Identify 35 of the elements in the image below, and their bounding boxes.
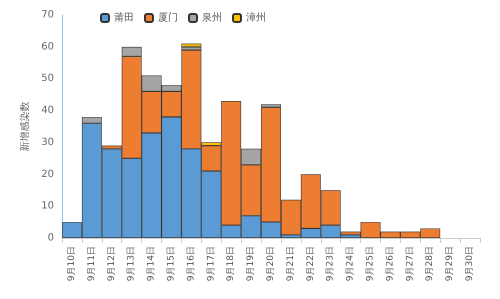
x-tick-label: 9月15日 (166, 246, 176, 282)
legend-label: 莆田 (114, 12, 134, 24)
y-tick-label: 10 (41, 200, 54, 212)
y-tick-label: 60 (41, 41, 54, 52)
x-tick-label: 9月29日 (445, 246, 456, 282)
y-axis-title: 新增感染数 (18, 102, 31, 152)
y-tick-label: 20 (41, 168, 54, 180)
x-tick-label: 9月23日 (326, 246, 336, 282)
x-tick-label: 9月18日 (226, 246, 236, 282)
x-tick-label: 9月19日 (246, 246, 256, 282)
legend-label: 漳州 (246, 12, 266, 24)
x-tick-label: 9月22日 (306, 246, 316, 282)
x-tick-label: 9月13日 (126, 246, 137, 282)
x-tick-label: 9月12日 (106, 246, 117, 282)
y-tick-label: 30 (41, 136, 54, 148)
bar (181, 44, 202, 47)
x-tick-label: 9月17日 (206, 246, 216, 282)
x-tick-label: 9月10日 (66, 246, 77, 282)
x-tick-label: 9月25日 (366, 246, 376, 282)
legend-label: 泉州 (202, 12, 222, 24)
y-tick-label: 40 (41, 105, 54, 116)
y-tick-label: 70 (41, 10, 54, 20)
x-tick-label: 9月16日 (186, 246, 196, 282)
x-tick-label: 9月14日 (146, 246, 157, 282)
y-tick-label: 50 (41, 73, 54, 84)
x-tick-label: 9月30日 (465, 246, 476, 282)
x-tick-label: 9月20日 (266, 246, 276, 282)
x-tick-label: 9月24日 (346, 246, 356, 282)
y-tick-label: 0 (48, 232, 54, 244)
x-tick-label: 9月11日 (86, 246, 97, 282)
x-tick-label: 9月28日 (425, 246, 436, 282)
x-tick-label: 9月21日 (286, 246, 296, 282)
x-tick-label: 9月27日 (405, 246, 416, 282)
legend-label: 厦门 (158, 12, 178, 24)
x-tick-label: 9月26日 (385, 246, 396, 282)
